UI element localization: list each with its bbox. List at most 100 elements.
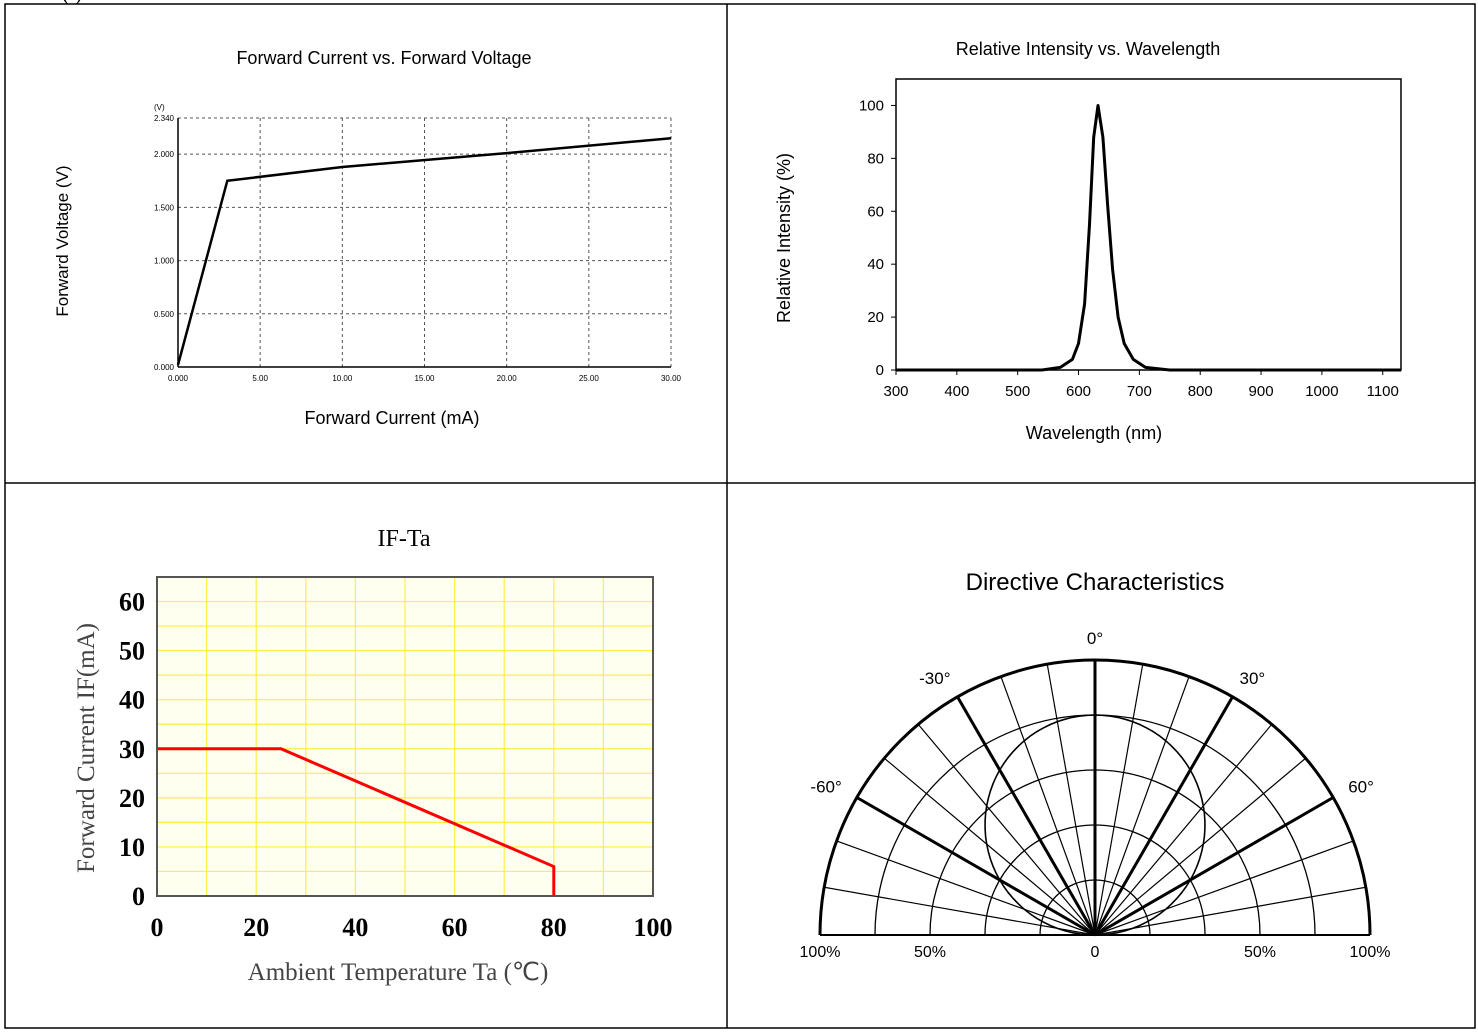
ifta-xtick-label: 40 bbox=[342, 913, 368, 942]
spectrum-ytick-label: 60 bbox=[867, 203, 884, 220]
polar-minor-spoke bbox=[1094, 664, 1144, 936]
spectrum-ytick-label: 80 bbox=[867, 150, 884, 167]
spectrum-ytick-label: 0 bbox=[876, 362, 884, 379]
polar-pattern bbox=[984, 714, 1206, 936]
spectrum-xtick-label: 700 bbox=[1127, 383, 1152, 400]
polar-minor-spoke bbox=[1094, 840, 1354, 936]
polar-minor-spoke bbox=[883, 757, 1096, 936]
ifta-series-line bbox=[157, 747, 556, 896]
spectrum-ytick-label: 100 bbox=[859, 97, 884, 114]
fv-xtick-label: 30.00 bbox=[661, 374, 682, 383]
polar-radiation-pattern bbox=[984, 714, 1206, 936]
fv-ytick-label: 0.500 bbox=[154, 310, 175, 319]
fv-ytick-label: 1.000 bbox=[154, 257, 175, 266]
polar-angle-label: -60° bbox=[810, 778, 841, 797]
table-border bbox=[4, 3, 1476, 1029]
polar-minor-spoke bbox=[1000, 676, 1096, 936]
fv-xtick-label: 5.00 bbox=[252, 374, 268, 383]
fv-ytick-label: 2.340 bbox=[154, 114, 175, 123]
polar-radial-label: 100% bbox=[800, 944, 841, 961]
spectrum-xtick-label: 1000 bbox=[1305, 383, 1338, 400]
polar-minor-spoke bbox=[1094, 757, 1307, 936]
fv-xtick-label: 25.00 bbox=[579, 374, 600, 383]
polar-major-spoke bbox=[1094, 796, 1334, 937]
polar-minor-spoke bbox=[1046, 664, 1096, 936]
fv-ytick-label: 2.000 bbox=[154, 150, 175, 159]
polar-minor-spoke bbox=[824, 886, 1096, 936]
ifta-ytick-label: 40 bbox=[119, 686, 145, 715]
polar-angle-label: -30° bbox=[919, 669, 950, 688]
spectrum-xtick-label: 600 bbox=[1066, 383, 1091, 400]
polar-major-spoke bbox=[956, 696, 1097, 936]
fv-ytick-label: 1.500 bbox=[154, 203, 175, 212]
ifta-series bbox=[157, 747, 556, 896]
polar-radial-label: 50% bbox=[914, 944, 946, 961]
spectrum-xtick-label: 900 bbox=[1249, 383, 1274, 400]
fv-yticks: 0.000 0.500 1.000 1.500 2.000 2.340 bbox=[154, 114, 175, 372]
polar-grid bbox=[818, 658, 1372, 937]
spectrum-plot-frame bbox=[895, 78, 1402, 371]
ifta-xtick-label: 60 bbox=[442, 913, 468, 942]
polar-radial-labels: 100% 50% 0 50% 100% bbox=[800, 944, 1391, 961]
polar-angle-label: 0° bbox=[1087, 629, 1103, 648]
polar-major-spoke bbox=[856, 796, 1096, 937]
polar-chart: Directive Characteristics 0° -30° 30° -60° 6… bbox=[800, 569, 1391, 961]
polar-minor-spoke bbox=[1094, 723, 1273, 936]
ifta-xlabel: Ambient Temperature Ta (℃) bbox=[248, 959, 549, 986]
fv-series-line bbox=[176, 136, 672, 366]
spectrum-series bbox=[896, 104, 1401, 372]
ifta-xtick-label: 20 bbox=[243, 913, 269, 942]
ifta-chart: IF-Ta Forward Current IF(mA) Ambient Tem… bbox=[73, 526, 673, 986]
ifta-xtick-label: 80 bbox=[541, 913, 567, 942]
polar-angle-label: 60° bbox=[1348, 778, 1374, 797]
ifta-yticks: 0 10 20 30 40 50 60 bbox=[119, 588, 145, 911]
fv-xlabel: Forward Current (mA) bbox=[304, 408, 479, 428]
ifta-ylabel: Forward Current IF(mA) bbox=[73, 623, 100, 873]
fv-ytick-label: 0.000 bbox=[154, 363, 175, 372]
fv-xtick-label: 20.00 bbox=[497, 374, 518, 383]
ifta-grid bbox=[157, 577, 653, 896]
polar-minor-spoke bbox=[917, 723, 1096, 936]
polar-minor-spoke bbox=[836, 840, 1096, 936]
fv-xtick-label: 15.00 bbox=[414, 374, 435, 383]
ifta-ytick-label: 10 bbox=[119, 833, 145, 862]
spectrum-xlabel: Wavelength (nm) bbox=[1026, 423, 1162, 443]
ifta-ytick-label: 30 bbox=[119, 735, 145, 764]
ifta-xtick-label: 0 bbox=[151, 913, 164, 942]
polar-angle-labels: 0° -30° 30° -60° 60° bbox=[810, 629, 1374, 797]
ifta-ytick-label: 20 bbox=[119, 784, 145, 813]
spectrum-xtick-label: 800 bbox=[1188, 383, 1213, 400]
polar-radial-label: 50% bbox=[1244, 944, 1276, 961]
spectrum-xtick-label: 1100 bbox=[1367, 383, 1399, 400]
ifta-ytick-label: 50 bbox=[119, 637, 145, 666]
spectrum-ylabel: Relative Intensity (%) bbox=[774, 153, 794, 323]
fv-ylabel: Forward Voltage (V) bbox=[53, 165, 72, 316]
spectrum-xtick-label: 300 bbox=[883, 383, 908, 400]
fv-title: Forward Current vs. Forward Voltage bbox=[236, 48, 531, 68]
spectrum-ytick-label: 20 bbox=[867, 309, 884, 326]
table-frame bbox=[4, 3, 1476, 1029]
ifta-xtick-label: 100 bbox=[634, 913, 673, 942]
spectrum-series-line bbox=[896, 104, 1401, 372]
fv-xticks: 0.000 5.00 10.00 15.00 20.00 25.00 30.00 bbox=[168, 374, 682, 383]
ifta-plot-frame bbox=[156, 576, 654, 897]
ifta-title: IF-Ta bbox=[378, 526, 431, 552]
spectrum-yticks: 0 20 40 60 80 100 bbox=[859, 97, 896, 379]
polar-minor-spoke bbox=[1094, 676, 1190, 936]
spectrum-chart: Relative Intensity vs. Wavelength Relati… bbox=[774, 39, 1402, 443]
ifta-ytick-label: 60 bbox=[119, 588, 145, 617]
fv-xtick-label: 0.000 bbox=[168, 374, 189, 383]
spectrum-title: Relative Intensity vs. Wavelength bbox=[956, 39, 1220, 59]
polar-title: Directive Characteristics bbox=[966, 569, 1225, 596]
polar-angle-label: 30° bbox=[1240, 669, 1266, 688]
spectrum-ytick-label: 40 bbox=[867, 256, 884, 273]
fv-yunit: (V) bbox=[154, 103, 165, 112]
polar-radial-label: 0 bbox=[1091, 944, 1100, 961]
polar-radial-label: 100% bbox=[1350, 944, 1391, 961]
spectrum-xticks: 300 400 500 600 700 800 900 1000 1100 bbox=[883, 370, 1399, 400]
polar-minor-spoke bbox=[1094, 886, 1366, 936]
spectrum-xtick-label: 400 bbox=[944, 383, 969, 400]
top-fragment-text: ( ) bbox=[62, 0, 82, 5]
